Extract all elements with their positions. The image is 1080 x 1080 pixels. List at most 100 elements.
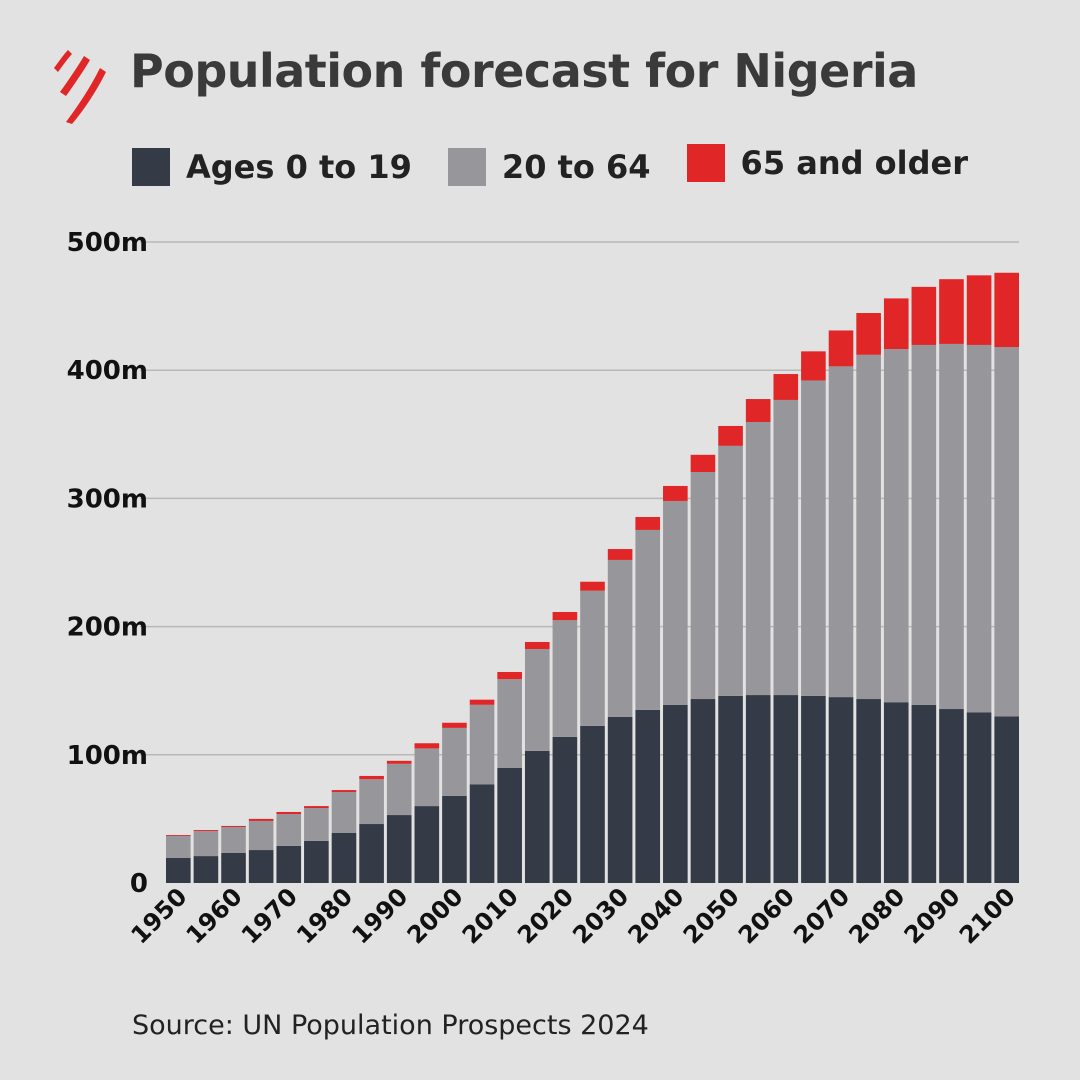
- bar-segment-2035-20-64: [635, 529, 661, 710]
- bar-segment-2070-65-older: [828, 330, 854, 367]
- bar-segment-2000-ages-0-19: [442, 795, 467, 883]
- bar-segment-2055-20-64: [745, 421, 771, 696]
- bar-segment-1950-20-64: [166, 835, 191, 859]
- x-tick-label: 2070: [788, 882, 855, 949]
- bar-segment-1950-ages-0-19: [166, 858, 191, 883]
- bar-segment-2030-20-64: [607, 559, 633, 717]
- bar-segment-2040-65-older: [663, 485, 688, 501]
- y-tick-label: 500m: [67, 228, 148, 258]
- bar-segment-2085-ages-0-19: [911, 704, 937, 883]
- bar-segment-2065-65-older: [801, 351, 826, 381]
- bar-segment-2045-65-older: [690, 454, 716, 472]
- bar-segment-1995-65-older: [414, 743, 440, 749]
- x-tick-label: 2080: [843, 882, 910, 949]
- bar-segment-1960-65-older: [221, 825, 246, 827]
- x-tick-label: 2020: [512, 882, 579, 949]
- stacked-bar-chart: 0100m200m300m400m500m1950196019701980199…: [67, 228, 1021, 949]
- bar-segment-1990-65-older: [386, 760, 412, 764]
- legend-item-ages-0-19: Ages 0 to 19: [132, 148, 412, 186]
- x-tick-label: 2050: [678, 882, 745, 949]
- legend-swatch: [132, 148, 170, 186]
- bar-segment-1975-20-64: [304, 808, 329, 841]
- y-tick-label: 400m: [67, 356, 148, 386]
- bar-segment-2095-ages-0-19: [966, 712, 992, 883]
- bar-segment-2100-ages-0-19: [994, 716, 1019, 883]
- x-tick-label: 1970: [236, 882, 303, 949]
- bar-segment-2000-20-64: [442, 727, 467, 796]
- bar-segment-1985-20-64: [359, 779, 384, 825]
- bar-segment-2045-ages-0-19: [690, 699, 716, 883]
- bar-segment-1970-65-older: [276, 811, 302, 815]
- bar-segment-2040-20-64: [663, 500, 688, 705]
- bar-segment-1970-20-64: [276, 814, 302, 846]
- bar-segment-2090-ages-0-19: [939, 709, 964, 883]
- bar-segment-2080-65-older: [883, 298, 909, 350]
- bar-segment-2030-65-older: [607, 549, 633, 560]
- bar-segment-2020-65-older: [552, 611, 578, 621]
- bar-segment-2065-ages-0-19: [801, 695, 826, 883]
- bar-segment-2075-65-older: [856, 313, 881, 355]
- bar-segment-1995-20-64: [414, 748, 440, 807]
- bar-segment-2080-20-64: [883, 349, 909, 703]
- x-tick-label: 2030: [567, 882, 634, 949]
- x-tick-label: 2010: [457, 882, 524, 949]
- x-tick-label: 1960: [181, 882, 248, 949]
- legend-item-65-older: 65 and older: [686, 144, 968, 182]
- bar-segment-1955-20-64: [193, 831, 219, 857]
- x-tick-label: 2090: [899, 882, 966, 949]
- bar-segment-2055-65-older: [745, 399, 771, 422]
- bar-segment-1985-ages-0-19: [359, 824, 384, 883]
- x-tick-label: 2040: [623, 882, 690, 949]
- bar-segment-2000-65-older: [442, 722, 467, 728]
- legend-label: 20 to 64: [501, 148, 651, 186]
- chart-title: Population forecast for Nigeria: [130, 44, 918, 98]
- bar-segment-1975-65-older: [304, 806, 329, 809]
- bar-segment-2095-20-64: [966, 344, 992, 713]
- y-tick-label: 200m: [67, 613, 148, 643]
- bar-segment-1975-ages-0-19: [304, 840, 329, 883]
- bar-segment-2015-20-64: [524, 649, 550, 751]
- bar-segment-2050-65-older: [718, 425, 743, 446]
- x-tick-label: 2100: [954, 882, 1021, 949]
- bar-segment-2095-65-older: [966, 275, 992, 345]
- bar-segment-2020-ages-0-19: [552, 736, 578, 883]
- bar-segment-2010-20-64: [497, 679, 522, 769]
- legend-swatch: [447, 148, 486, 186]
- bar-segment-2035-ages-0-19: [635, 709, 661, 883]
- source-note: Source: UN Population Prospects 2024: [132, 1010, 649, 1041]
- bar-segment-2045-20-64: [690, 471, 716, 700]
- legend-swatch: [686, 144, 725, 182]
- bar-segment-2035-65-older: [635, 516, 661, 530]
- bar-segment-1990-ages-0-19: [386, 815, 412, 883]
- bar-segment-2040-ages-0-19: [663, 704, 688, 883]
- bar-segment-2025-20-64: [580, 590, 605, 726]
- bar-segment-2005-20-64: [469, 704, 495, 785]
- bar-segment-2005-65-older: [469, 699, 495, 705]
- bar-segment-2060-ages-0-19: [773, 695, 799, 883]
- bar-segment-2050-ages-0-19: [718, 695, 743, 883]
- bar-segment-2030-ages-0-19: [607, 716, 633, 883]
- bar-segment-2010-ages-0-19: [497, 768, 522, 883]
- bar-segment-2090-65-older: [939, 279, 964, 344]
- bar-segment-2050-20-64: [718, 445, 743, 696]
- x-tick-label: 2060: [733, 882, 800, 949]
- bar-segment-2075-20-64: [856, 354, 881, 700]
- bar-segment-2060-65-older: [773, 374, 799, 400]
- bar-segment-2065-20-64: [801, 380, 826, 696]
- bar-segment-2015-65-older: [524, 641, 550, 650]
- bar-segment-1965-ages-0-19: [248, 850, 274, 883]
- x-tick-label: 1980: [291, 882, 358, 949]
- bar-segment-1965-65-older: [248, 818, 274, 821]
- bar-segment-2085-20-64: [911, 344, 937, 705]
- bar-segment-2085-65-older: [911, 286, 937, 345]
- bar-segment-2010-65-older: [497, 671, 522, 680]
- bar-segment-2090-20-64: [939, 343, 964, 710]
- y-tick-label: 300m: [67, 484, 148, 514]
- bar-segment-1985-65-older: [359, 775, 384, 780]
- bar-segment-2080-ages-0-19: [883, 702, 909, 883]
- legend-item-20-64: 20 to 64: [447, 148, 651, 186]
- bar-segment-1990-20-64: [386, 763, 412, 816]
- y-tick-label: 0: [130, 869, 148, 899]
- bar-segment-2025-ages-0-19: [580, 725, 605, 883]
- bar-segment-1970-ages-0-19: [276, 845, 302, 883]
